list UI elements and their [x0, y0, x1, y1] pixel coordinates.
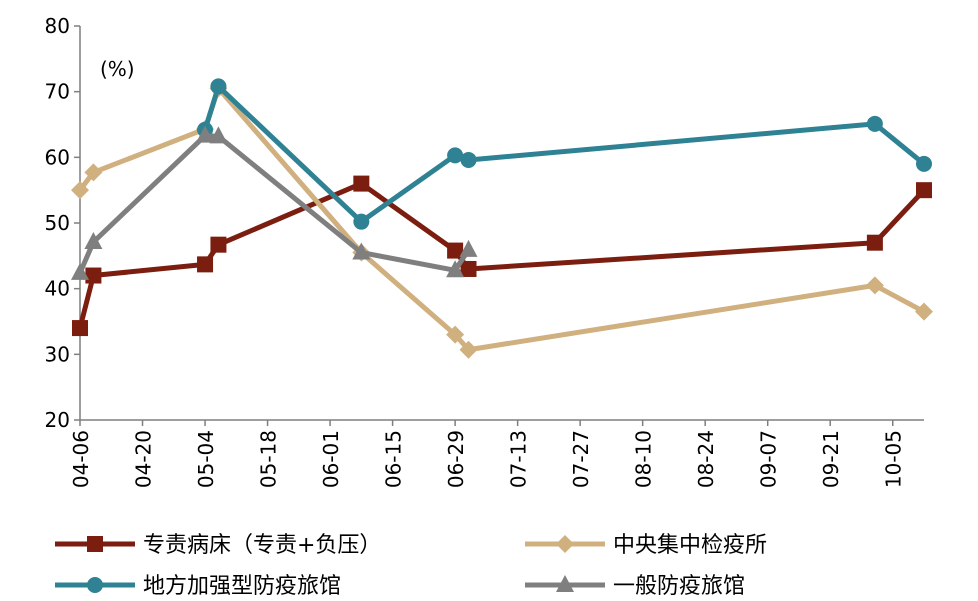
data-point	[71, 262, 89, 280]
data-point	[85, 267, 102, 284]
legend-label: 一般防疫旅馆	[613, 574, 745, 599]
legend-marker	[87, 577, 103, 593]
data-point	[210, 78, 227, 95]
x-tick-label: 09-07	[757, 430, 781, 488]
y-tick-label: 60	[45, 145, 70, 169]
legend-marker	[87, 536, 103, 552]
x-tick-label: 07-27	[569, 430, 593, 488]
y-tick-label: 30	[45, 342, 70, 366]
legend-marker	[556, 575, 574, 592]
data-point	[460, 260, 477, 277]
x-tick-label: 08-24	[694, 430, 718, 488]
data-point	[915, 302, 933, 321]
data-point	[353, 175, 370, 192]
legend-label: 地方加强型防疫旅馆	[143, 574, 341, 599]
data-point	[209, 126, 228, 144]
data-point	[196, 125, 215, 143]
x-axis: 04-06 04-20 05-04 05-18 06-01 06-15 06-29 07-13…	[69, 419, 924, 488]
x-tick-label: 06-15	[382, 430, 406, 488]
x-tick-label: 08-10	[632, 430, 656, 488]
data-point	[72, 320, 88, 337]
data-point	[84, 232, 103, 250]
y-tick-label: 50	[45, 211, 70, 235]
data-point	[865, 276, 884, 295]
data-point	[866, 234, 883, 251]
data-point	[71, 181, 89, 200]
data-point	[446, 325, 465, 344]
legend-item-1: 中央集中检疫所	[525, 533, 767, 558]
data-point	[447, 242, 464, 259]
legend-item-3: 一般防疫旅馆	[525, 574, 745, 599]
series-line	[202, 83, 926, 225]
data-point	[353, 213, 370, 230]
data-point	[197, 256, 214, 273]
data-point	[447, 147, 464, 164]
x-tick-label: 04-20	[132, 430, 156, 488]
x-tick-label: 05-18	[257, 430, 281, 488]
x-tick-label: 10-05	[882, 430, 906, 488]
data-point	[866, 115, 883, 132]
series-3	[71, 125, 478, 280]
x-tick-label: 06-29	[444, 430, 468, 488]
data-point	[459, 239, 478, 257]
data-point	[446, 260, 465, 278]
x-tick-label: 05-04	[194, 430, 218, 488]
series-layer	[71, 78, 933, 359]
x-tick-label: 09-21	[819, 430, 843, 488]
y-tick-label: 80	[45, 14, 70, 38]
y-axis: 20 30 40 50 60 70 80	[45, 14, 81, 432]
data-point	[916, 182, 932, 199]
legend-marker	[556, 535, 574, 553]
x-tick-label: 07-13	[507, 430, 531, 488]
y-tick-label: 40	[45, 277, 70, 301]
data-point	[916, 155, 932, 172]
data-point	[460, 151, 477, 168]
series-line	[77, 181, 926, 329]
series-2	[197, 78, 932, 230]
series-0	[72, 175, 932, 337]
data-point	[210, 236, 227, 253]
data-point	[459, 340, 478, 359]
x-tick-label: 06-01	[319, 430, 343, 488]
y-tick-label: 70	[45, 80, 70, 104]
series-1	[71, 79, 933, 359]
unit-label: (%)	[100, 57, 135, 81]
data-point	[352, 242, 371, 260]
legend-item-2: 地方加强型防疫旅馆	[55, 574, 341, 599]
x-tick-label: 04-06	[69, 430, 93, 488]
legend-item-0: 专责病床（专责+负压）	[55, 533, 381, 558]
legend-label: 中央集中检疫所	[613, 533, 767, 558]
data-point	[84, 163, 103, 182]
y-tick-label: 20	[45, 408, 70, 432]
legend-label: 专责病床（专责+负压）	[143, 533, 381, 558]
